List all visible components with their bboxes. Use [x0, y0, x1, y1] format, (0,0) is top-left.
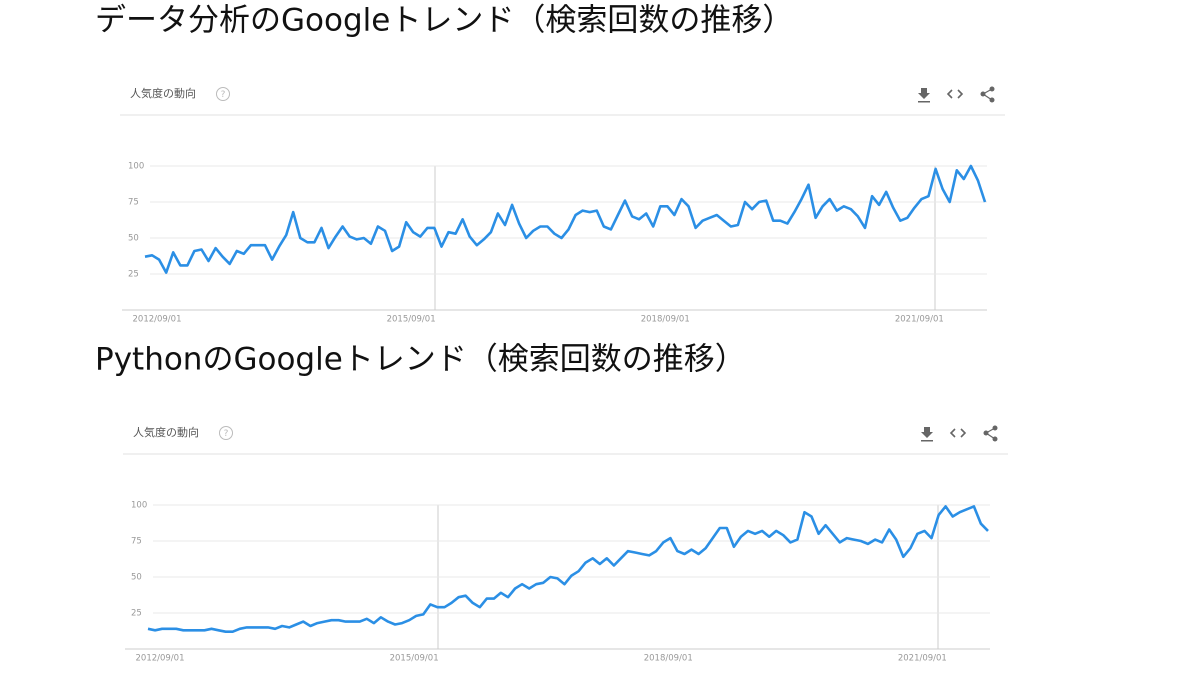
y-tick-label: 100	[128, 162, 144, 172]
panel-title: 人気度の動向	[130, 86, 196, 100]
y-tick-label: 50	[131, 573, 142, 583]
help-icon[interactable]	[216, 87, 230, 101]
x-tick-label: 2021/09/01	[895, 315, 944, 325]
x-tick-label: 2012/09/01	[136, 654, 185, 664]
trend-line	[147, 505, 989, 633]
chart-title: PythonのGoogleトレンド（検索回数の推移）	[95, 342, 746, 378]
y-tick-label: 25	[128, 270, 139, 280]
y-tick-label: 75	[128, 198, 139, 208]
x-tick-label: 2015/09/01	[387, 315, 436, 325]
x-tick-label: 2021/09/01	[898, 654, 947, 664]
embed-icon[interactable]	[949, 428, 967, 438]
download-icon[interactable]	[918, 88, 930, 103]
x-tick-label: 2015/09/01	[390, 654, 439, 664]
help-mark: ?	[224, 429, 229, 439]
trend-line	[144, 164, 987, 274]
x-tick-label: 2018/09/01	[644, 654, 693, 664]
panel-title: 人気度の動向	[133, 425, 199, 439]
embed-icon[interactable]	[946, 89, 964, 99]
x-tick-label: 2012/09/01	[133, 315, 182, 325]
help-icon[interactable]	[219, 426, 233, 440]
chart-title: データ分析のGoogleトレンド（検索回数の推移）	[95, 3, 793, 39]
y-tick-label: 25	[131, 609, 142, 619]
share-icon[interactable]	[980, 86, 995, 103]
panel-icons: ? ?	[216, 86, 998, 442]
download-icon[interactable]	[921, 427, 933, 442]
y-tick-label: 50	[128, 234, 139, 244]
y-tick-label: 75	[131, 537, 142, 547]
share-icon[interactable]	[983, 425, 998, 442]
y-tick-label: 100	[131, 501, 147, 511]
x-tick-label: 2018/09/01	[641, 315, 690, 325]
help-mark: ?	[221, 90, 226, 100]
